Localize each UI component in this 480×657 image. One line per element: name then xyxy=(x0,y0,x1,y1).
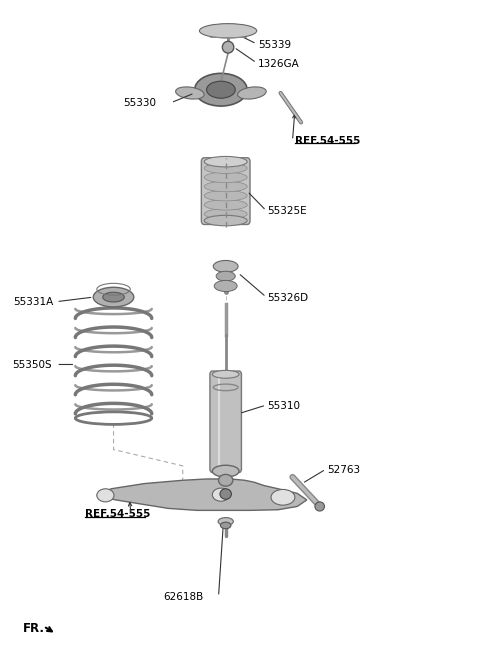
FancyBboxPatch shape xyxy=(210,371,241,472)
Ellipse shape xyxy=(214,281,237,292)
Text: 62618B: 62618B xyxy=(164,593,204,602)
Text: 55326D: 55326D xyxy=(268,293,309,303)
Text: FR.: FR. xyxy=(23,622,45,635)
FancyBboxPatch shape xyxy=(201,158,250,225)
Ellipse shape xyxy=(222,41,234,53)
Ellipse shape xyxy=(204,172,247,183)
Ellipse shape xyxy=(213,260,238,272)
Ellipse shape xyxy=(220,522,231,529)
Ellipse shape xyxy=(218,518,233,526)
Ellipse shape xyxy=(97,489,114,502)
Ellipse shape xyxy=(238,87,266,99)
Ellipse shape xyxy=(204,209,247,219)
Text: REF.54-555: REF.54-555 xyxy=(295,136,360,146)
Ellipse shape xyxy=(204,215,247,226)
Ellipse shape xyxy=(220,489,231,499)
Ellipse shape xyxy=(195,74,247,106)
Ellipse shape xyxy=(271,489,295,505)
Ellipse shape xyxy=(212,488,229,501)
Ellipse shape xyxy=(204,156,247,167)
Text: 55325E: 55325E xyxy=(268,206,307,216)
Ellipse shape xyxy=(199,24,257,38)
Text: 1326GA: 1326GA xyxy=(258,58,300,68)
Text: REF.54-555: REF.54-555 xyxy=(85,509,150,519)
Text: 55331A: 55331A xyxy=(13,298,54,307)
Text: 55330: 55330 xyxy=(123,98,156,108)
Ellipse shape xyxy=(176,87,204,99)
Ellipse shape xyxy=(218,474,233,486)
Text: 55350S: 55350S xyxy=(12,360,51,370)
Ellipse shape xyxy=(204,163,247,173)
Ellipse shape xyxy=(103,292,124,302)
Ellipse shape xyxy=(315,502,324,511)
Ellipse shape xyxy=(212,465,239,477)
Text: 52763: 52763 xyxy=(327,464,360,475)
Text: 55310: 55310 xyxy=(268,401,300,411)
Ellipse shape xyxy=(93,287,134,307)
Ellipse shape xyxy=(204,191,247,201)
Ellipse shape xyxy=(204,200,247,210)
Ellipse shape xyxy=(216,271,235,281)
Polygon shape xyxy=(97,479,307,510)
Ellipse shape xyxy=(212,371,239,378)
Ellipse shape xyxy=(204,181,247,192)
Text: 55339: 55339 xyxy=(258,39,291,49)
Ellipse shape xyxy=(206,81,235,98)
